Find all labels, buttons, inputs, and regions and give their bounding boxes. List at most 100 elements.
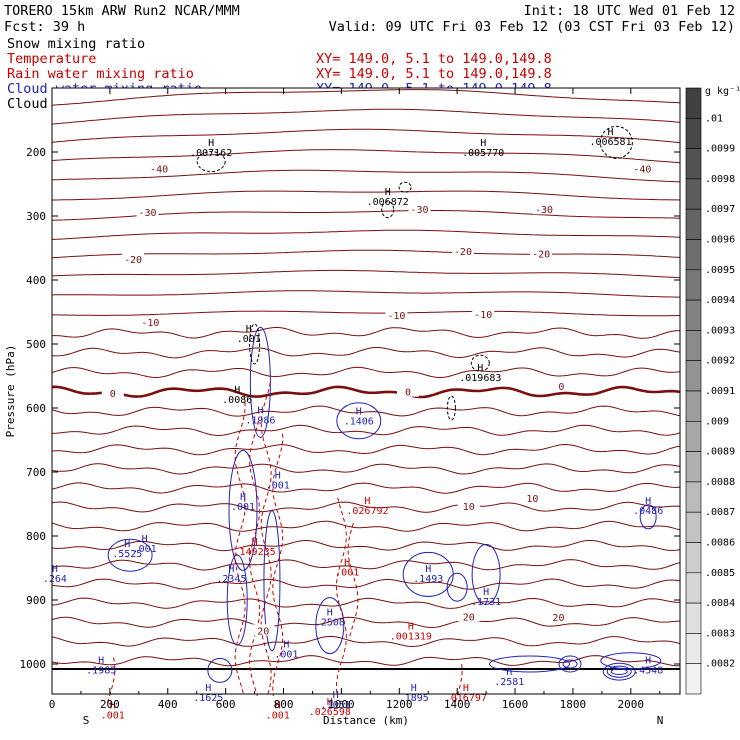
header: TORERO 15km ARW Run2 NCAR/MMM Init: 18 U…	[4, 3, 735, 35]
cloud-water-core	[562, 659, 578, 669]
temperature-label: -30	[411, 205, 429, 216]
y-tick-label: 400	[26, 274, 46, 287]
maximum-marker: H	[142, 534, 148, 545]
colorbar-label: .0087	[705, 507, 735, 518]
isotherm	[51, 89, 681, 106]
colorbar-label: .0089	[705, 447, 735, 458]
maximum-marker: H	[344, 558, 350, 569]
colorbar-label: .0083	[705, 628, 735, 639]
temperature-label: -30	[138, 208, 156, 219]
maximum-marker: H	[411, 683, 417, 694]
cloud-water-core	[558, 655, 582, 673]
rain-water-contour	[335, 497, 347, 697]
isotherm	[51, 249, 681, 259]
maximum-marker: H	[246, 324, 252, 335]
isotherm	[52, 190, 681, 201]
maximum-marker: H	[228, 564, 234, 575]
x-tick-label: 2000	[618, 698, 645, 711]
temperature-labels: -40 -40 -30 -30 -30 -20 -20 -20 -10 -10 -10 0 0 0 10 10…	[101, 162, 654, 637]
x-tick-label: 800	[274, 698, 294, 711]
maximum-marker: H	[257, 405, 263, 416]
cloud-water-contour	[315, 597, 345, 655]
colorbar-swatch	[685, 542, 702, 574]
x-tick-label: 1200	[386, 698, 413, 711]
maximum-label: .001	[266, 481, 290, 492]
x-tick-label: 1000	[328, 698, 355, 711]
header-left-1: TORERO 15km ARW Run2 NCAR/MMM	[4, 3, 240, 19]
x-axis: 0 200 400 600 800 1000 1200 1400 1600 1800 2000	[49, 88, 661, 711]
maximum-marker: H	[483, 587, 489, 598]
isotherm	[51, 405, 681, 417]
cloud-water-contours	[107, 326, 662, 683]
maximum-label: .5525	[112, 549, 142, 560]
temperature-label: -20	[532, 249, 550, 260]
maximum-label: .001	[335, 568, 359, 579]
y-tick-label: 1000	[20, 658, 47, 671]
isotherm	[51, 108, 681, 125]
y-tick-label: 700	[26, 466, 46, 479]
temperature-label: 10	[526, 494, 538, 505]
maximum-label: .001	[266, 710, 290, 721]
cloud-ice-contour	[470, 354, 490, 372]
rain-water-contour	[272, 433, 284, 697]
temperature-label: -10	[141, 318, 159, 329]
maximum-label: .001	[237, 334, 261, 345]
legend-entry: Snow mixing ratio	[7, 36, 145, 52]
cloud-ice-contour	[398, 181, 412, 193]
maximum-marker: H	[333, 690, 339, 701]
temperature-label: 0	[558, 382, 564, 393]
maximum-label: .001	[133, 544, 157, 555]
x-axis-label: Distance (km)	[323, 714, 409, 727]
cloud-water-contour	[639, 504, 657, 530]
temperature-label-bg	[396, 385, 419, 397]
maximum-label: .001	[231, 502, 255, 513]
isotherm	[51, 463, 681, 475]
temperature-label: -30	[535, 205, 553, 216]
maximum-label: .016797	[445, 693, 487, 704]
maximum-label: .2345	[216, 574, 246, 585]
maximum-label: .2581	[494, 677, 524, 688]
colorbar-swatch	[685, 511, 702, 543]
colorbar-label: .0092	[705, 356, 735, 367]
temperature-label: 0	[110, 389, 116, 400]
isotherm	[51, 346, 681, 359]
colorbar-label: .0096	[705, 235, 735, 246]
temperature-label: 0	[405, 388, 411, 399]
isotherm	[52, 310, 681, 317]
maximum-label: .1731	[471, 597, 501, 608]
temperature-label-bg	[472, 308, 495, 320]
temperature-label-bg	[530, 247, 553, 259]
maximum-label: .026792	[346, 506, 388, 517]
maximum-marker: H	[327, 697, 333, 708]
temperature-label-bg	[631, 162, 654, 174]
x-tick-label: 1800	[560, 698, 587, 711]
colorbar-label: .0091	[705, 386, 735, 397]
maximum-marker: H	[425, 564, 431, 575]
maximum-marker: H	[645, 496, 651, 507]
temperature-label-bg	[547, 610, 570, 622]
rain-water-contour	[107, 657, 116, 703]
isotherm	[51, 229, 681, 240]
colorbar-swatch	[685, 663, 702, 695]
colorbar-unit: g kg⁻¹	[705, 86, 740, 97]
maximum-label: .0086	[222, 395, 252, 406]
temperature-label: -40	[633, 164, 651, 175]
temperature-label-bg	[457, 500, 480, 512]
maximum-label: .005770	[462, 148, 504, 159]
maximum-marker: H	[463, 683, 469, 694]
isotherm	[51, 540, 681, 552]
colorbar-swatch	[685, 602, 702, 634]
colorbar-label: .0097	[705, 204, 735, 215]
temperature-label-bg	[136, 205, 159, 217]
temperature-label-bg	[521, 491, 544, 503]
temperature-label: -10	[474, 310, 492, 321]
maximum-label: .026598	[309, 707, 351, 718]
legend-entry: Temperature	[7, 51, 96, 67]
legend-xy: XY= 149.0, 5.1 to 149.0,149.8	[316, 51, 552, 67]
colorbar-swatch	[685, 360, 702, 392]
south-label: S	[83, 714, 90, 727]
colorbar-swatch	[685, 390, 702, 422]
colorbar-label: .01	[705, 113, 723, 124]
maximum-marker: H	[98, 656, 104, 667]
maximum-label: .1051	[321, 700, 351, 711]
